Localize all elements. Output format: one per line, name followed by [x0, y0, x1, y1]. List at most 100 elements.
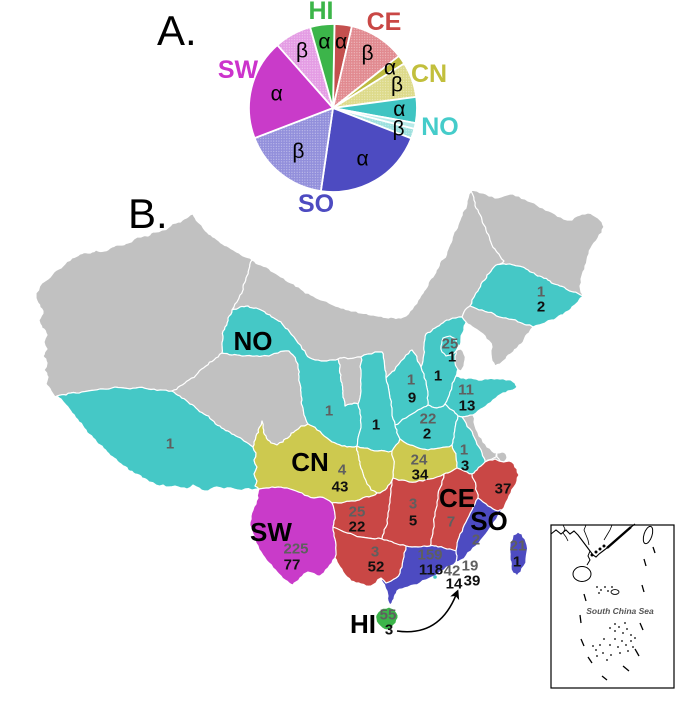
map-region-label-CN: CN	[291, 447, 329, 477]
inset-border-1	[562, 524, 569, 542]
inset-spratly-dot-2	[618, 626, 620, 628]
inset-border-2	[583, 524, 590, 546]
inset-dash-10	[622, 665, 630, 672]
province-hainan	[375, 606, 399, 631]
inset-coast-blob-1	[598, 547, 602, 551]
pie-slice-HI-alpha	[309, 23, 336, 109]
count-guangxi-black: 52	[368, 559, 385, 576]
inset-spratly-dot-3	[622, 632, 624, 634]
count-coastal-site-gray: 19	[462, 558, 479, 575]
count-shanxi-gray: 1	[407, 372, 415, 389]
inset-paracel-dot-4	[607, 590, 609, 592]
inset-spratly-dot-5	[630, 634, 632, 636]
inset-dash-1	[579, 614, 582, 624]
inset-coast-blob-0	[594, 550, 598, 554]
inset-paracel-dot-2	[604, 586, 606, 588]
pie-greek-label-SO-beta: β	[292, 140, 304, 163]
inset-spratly-dot-17	[619, 652, 621, 654]
map-region-label-SW: SW	[250, 517, 292, 547]
pie-region-label-CN: CN	[411, 60, 447, 88]
count-jilin-black: 2	[537, 299, 545, 316]
count-tibet-gray: 1	[166, 436, 174, 453]
count-henan-gray: 22	[420, 411, 437, 428]
pie-greek-label-SW-beta: β	[296, 40, 308, 63]
inset-dash-9	[634, 648, 640, 657]
inset-dash-8	[639, 622, 644, 631]
province-fujian	[455, 497, 503, 563]
inset-taiwan	[642, 525, 654, 545]
map-region-label-CE: CE	[439, 483, 475, 513]
count-hong-kong-site-black: 14	[446, 576, 463, 593]
province-beijing	[440, 335, 459, 357]
panel-b-label: B.	[128, 190, 168, 237]
pie-greek-label-CE-alpha: α	[335, 31, 347, 54]
inset-spratly-dot-21	[596, 655, 598, 657]
map-region-label-NO: NO	[234, 326, 273, 356]
pie-slice-pattern-CN-beta	[333, 63, 417, 108]
inset-spratly-dot-11	[630, 640, 632, 642]
count-shandong-gray: 11	[458, 382, 474, 399]
inset-dash-0	[583, 593, 587, 602]
count-shaanxi-black: 1	[372, 417, 380, 434]
inset-spratly-dot-1	[614, 630, 616, 632]
inset-dash-5	[643, 558, 647, 567]
inset-dash-4	[601, 675, 608, 681]
pie-slice-SW-alpha	[248, 44, 334, 139]
count-hubei-black: 34	[412, 467, 429, 484]
pie-region-label-SW: SW	[218, 56, 259, 84]
count-anhui-gray: 1	[460, 442, 468, 459]
inset-paracel-dot-0	[596, 586, 598, 588]
count-shanxi-black: 9	[408, 390, 416, 407]
count-hebei-black: 1	[434, 368, 442, 385]
count-hong-kong-site-gray: 42	[444, 563, 461, 580]
pie-greek-label-SO-alpha: α	[357, 147, 369, 170]
inset-hainan	[572, 566, 592, 582]
province-guangxi	[332, 526, 407, 587]
province-liaoning	[461, 305, 534, 367]
inset-spratly-dot-16	[610, 654, 612, 656]
count-jilin-gray: 1	[537, 284, 545, 301]
inset-paracel-dot-3	[598, 592, 600, 594]
inset-leizhou	[586, 550, 591, 566]
province-guangdong	[380, 544, 458, 606]
map-region-label-SO: SO	[470, 506, 508, 536]
pie-slice-pattern-SO-beta	[254, 108, 333, 192]
inset-dash-6	[641, 584, 645, 593]
inset-atoll-ring	[610, 589, 620, 595]
count-fujian-gray: 2	[472, 532, 480, 549]
province-taiwan	[509, 531, 529, 577]
inset-spratly-dot-25	[634, 637, 636, 639]
count-yunnan-gray: 225	[283, 541, 308, 558]
count-anhui-black: 3	[461, 458, 469, 475]
count-zhejiang-black: 37	[495, 481, 512, 498]
inset-paracel-dot-1	[600, 589, 602, 591]
pie-region-label-SO: SO	[298, 190, 334, 218]
count-beijing-black: 1	[448, 349, 456, 366]
province-tianjin	[454, 348, 466, 372]
count-hainan-gray: 55	[380, 607, 397, 624]
inset-spratly-dot-13	[599, 644, 601, 646]
count-hubei-gray: 24	[411, 452, 428, 469]
pie-greek-label-NO-alpha: α	[393, 98, 405, 121]
pie-greek-label-CN-beta: β	[391, 74, 403, 97]
count-beijing-gray: 25	[442, 336, 459, 353]
province-yunnan	[249, 486, 337, 586]
inset-coast-thick	[606, 526, 632, 549]
inset-paracel-dot-5	[611, 586, 613, 588]
inset-spratly-dot-22	[606, 659, 608, 661]
count-sichuan-gray: 4	[338, 462, 347, 479]
pie-slice-SO-alpha	[319, 107, 413, 193]
inset-spratly-dot-15	[602, 652, 604, 654]
count-henan-black: 2	[423, 426, 431, 443]
count-hunan-black: 5	[409, 513, 417, 530]
inset-spratly-dot-9	[617, 646, 619, 648]
inset-spratly-dot-10	[625, 644, 627, 646]
count-hainan-black: 3	[385, 622, 393, 639]
pie-slice-pattern-SW-beta	[277, 27, 333, 109]
count-guizhou-black: 22	[349, 519, 366, 536]
